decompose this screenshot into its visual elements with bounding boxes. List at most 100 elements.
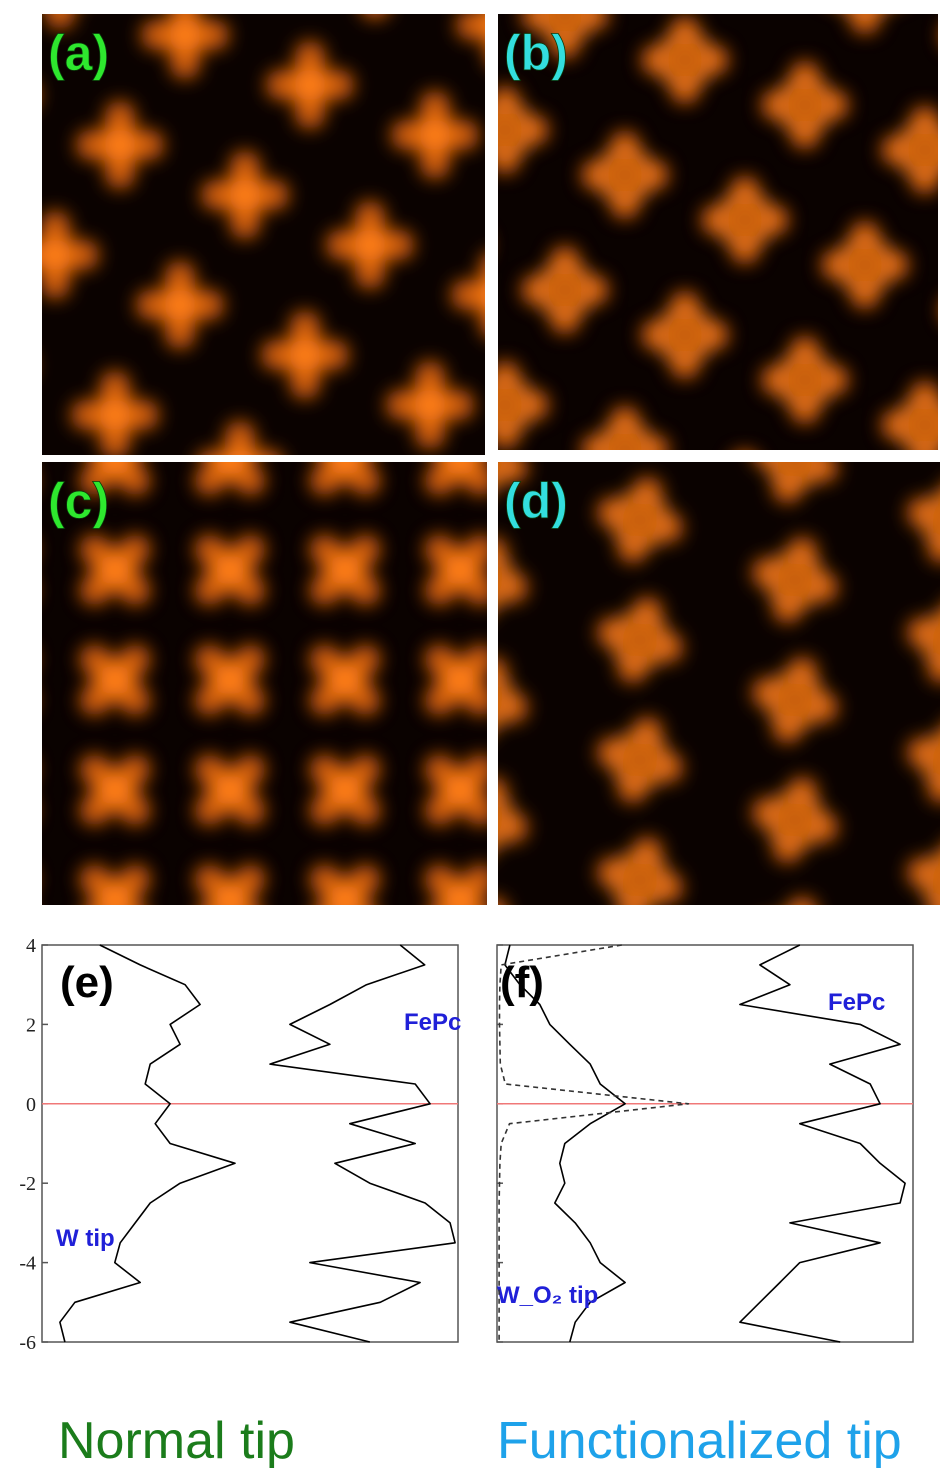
molecule [309, 644, 381, 716]
molecule [261, 311, 349, 399]
core [329, 554, 361, 586]
molecule [456, 14, 485, 40]
molecule [424, 534, 487, 606]
core [624, 504, 656, 536]
core [444, 884, 476, 905]
ring [896, 396, 938, 450]
caption: Functionalized tip [497, 1412, 902, 1468]
y-tick-label: 0 [26, 1094, 36, 1116]
molecule [386, 361, 474, 449]
core [164, 289, 196, 321]
arm [821, 0, 909, 5]
core [414, 389, 446, 421]
core [849, 249, 881, 281]
panel-label: (c) [48, 473, 109, 529]
core [214, 774, 246, 806]
stm-image [498, 0, 938, 450]
core [609, 159, 641, 191]
core [779, 684, 811, 716]
ring [536, 261, 594, 319]
arm [363, 14, 387, 19]
arm [0, 858, 42, 941]
ring [596, 146, 654, 204]
molecule [201, 151, 289, 239]
ring [896, 121, 938, 179]
core [99, 774, 131, 806]
core [484, 19, 485, 31]
ring [836, 236, 894, 294]
ring [498, 376, 534, 434]
core [294, 69, 326, 101]
core [214, 884, 246, 905]
core [329, 462, 361, 476]
ring [596, 421, 654, 450]
ring [611, 491, 669, 549]
panel-label: (a) [48, 25, 109, 81]
molecule [194, 754, 266, 826]
arm [0, 528, 42, 611]
arm [79, 462, 151, 496]
series-label: W_O₂ tip [497, 1282, 598, 1309]
ring [766, 671, 824, 729]
molecule [0, 321, 34, 409]
core [444, 774, 476, 806]
molecule [761, 61, 849, 149]
molecule [194, 644, 266, 716]
core [779, 462, 811, 476]
molecule [199, 421, 281, 455]
core [0, 877, 23, 922]
ring [921, 851, 940, 905]
molecule [451, 254, 485, 336]
arm [424, 462, 487, 496]
arm [850, 14, 880, 34]
molecule [521, 14, 609, 59]
dos-curve [498, 944, 690, 1342]
core [0, 349, 6, 381]
molecule [309, 754, 381, 826]
core [214, 554, 246, 586]
plot-frame [496, 944, 914, 1343]
arm [0, 321, 5, 409]
ring [498, 791, 514, 849]
core [729, 204, 761, 236]
series-label: FePc [828, 989, 885, 1016]
core [669, 319, 701, 351]
molecule [71, 371, 159, 455]
core [909, 134, 938, 166]
core [779, 804, 811, 836]
arm [0, 638, 42, 721]
core [99, 462, 131, 476]
series-label: W tip [56, 1225, 115, 1252]
arm [0, 858, 42, 941]
arm [0, 638, 42, 721]
core [465, 920, 504, 959]
core [214, 462, 246, 476]
core [549, 274, 581, 306]
arm [194, 462, 266, 496]
arm [451, 280, 485, 310]
arm [194, 462, 266, 496]
core [104, 129, 136, 161]
molecule [309, 864, 381, 905]
core [779, 564, 811, 596]
ring [776, 76, 834, 134]
core [669, 44, 701, 76]
plot-frame [41, 944, 459, 1343]
molecule [42, 211, 99, 299]
core [227, 449, 253, 455]
core [479, 282, 485, 308]
molecule [194, 462, 266, 496]
y-tick-label: -4 [19, 1253, 36, 1275]
dos-curve [269, 944, 456, 1343]
molecule [581, 406, 669, 450]
y-tick-label: -2 [19, 1173, 36, 1195]
ring [766, 551, 824, 609]
core [329, 774, 361, 806]
core [0, 437, 23, 482]
molecule [596, 476, 684, 564]
core [498, 114, 521, 146]
molecule [751, 776, 839, 864]
molecule [79, 534, 151, 606]
molecule [821, 221, 909, 309]
